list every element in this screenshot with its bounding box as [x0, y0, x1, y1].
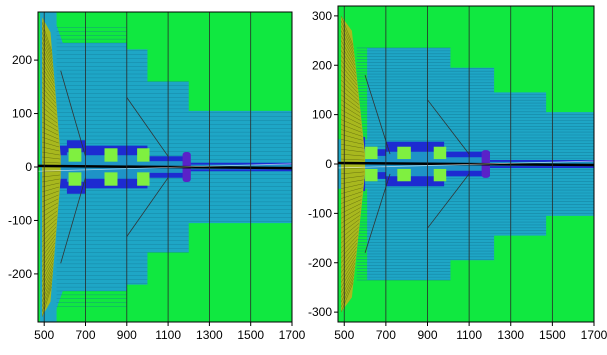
right-green-block-lower-0 — [365, 168, 378, 182]
right-x-tick-label-2: 900 — [417, 328, 437, 342]
right-plot-area — [338, 6, 594, 322]
left-diagonal-mid-lower — [126, 177, 169, 237]
left-plot-area — [38, 12, 292, 322]
right-y-tick-label-2: 100 — [312, 108, 332, 122]
left-x-tick-label-2: 900 — [117, 328, 137, 342]
left-panel: 500 700 900 1100 1300 1500 1700 200 100 0 -100 -200 — [8, 11, 306, 342]
left-diagonal-lower — [60, 177, 86, 264]
right-green-block-upper-1 — [397, 146, 411, 160]
right-panel: 500 700 900 1100 1300 1500 1700 300 200 100 0 -100 -… — [308, 5, 607, 342]
left-beam-line-highlight — [38, 163, 292, 172]
right-diagonal-mid-lower — [427, 173, 470, 229]
left-green-block-upper-1 — [104, 148, 118, 162]
left-y-tick-label-3: -100 — [8, 213, 32, 227]
left-x-tick-label-0: 500 — [34, 328, 54, 342]
left-x-tick-label-1: 700 — [75, 328, 95, 342]
left-diagonal-upper — [60, 70, 86, 157]
right-x-tick-label-6: 1700 — [581, 328, 607, 342]
right-green-block-lower-1 — [397, 168, 411, 182]
left-mesh-lines — [56, 27, 292, 307]
right-y-tick-label-5: -200 — [308, 256, 332, 270]
left-green-block-upper-0 — [68, 148, 82, 162]
left-green-block-lower-2 — [137, 172, 150, 186]
left-y-tick-label-2: 0 — [25, 160, 32, 174]
right-beam-line — [338, 161, 594, 167]
left-diagonal-mid-upper — [126, 97, 169, 157]
right-green-block-lower-2 — [433, 168, 447, 182]
right-diagonal-mid-upper — [427, 99, 470, 155]
left-y-tick-label-4: -200 — [8, 267, 32, 281]
right-y-tick-label-0: 300 — [312, 9, 332, 23]
left-green-block-lower-1 — [104, 172, 118, 186]
right-x-tick-label-3: 1100 — [456, 328, 482, 342]
left-y-tick-label-0: 200 — [12, 53, 32, 67]
right-beam-line-highlight — [338, 160, 594, 169]
right-y-tick-label-4: -100 — [308, 206, 332, 220]
right-x-tick-label-4: 1300 — [497, 328, 524, 342]
right-green-block-upper-2 — [433, 146, 447, 160]
right-y-tick-label-6: -300 — [308, 305, 332, 319]
right-y-tick-label-3: 0 — [325, 157, 332, 171]
left-beam-line — [38, 164, 292, 170]
left-x-tick-label-5: 1500 — [237, 328, 264, 342]
right-y-tick-label-1: 200 — [312, 58, 332, 72]
left-y-tick-label-1: 100 — [12, 107, 32, 121]
right-x-tick-label-0: 500 — [334, 328, 354, 342]
left-green-block-lower-0 — [68, 172, 82, 186]
right-x-tick-label-1: 700 — [376, 328, 396, 342]
left-x-tick-label-3: 1100 — [155, 328, 181, 342]
right-green-block-upper-0 — [365, 146, 378, 160]
left-x-tick-label-4: 1300 — [196, 328, 223, 342]
left-green-block-upper-2 — [137, 148, 150, 162]
left-x-tick-label-6: 1700 — [279, 328, 306, 342]
right-x-tick-label-5: 1500 — [539, 328, 566, 342]
